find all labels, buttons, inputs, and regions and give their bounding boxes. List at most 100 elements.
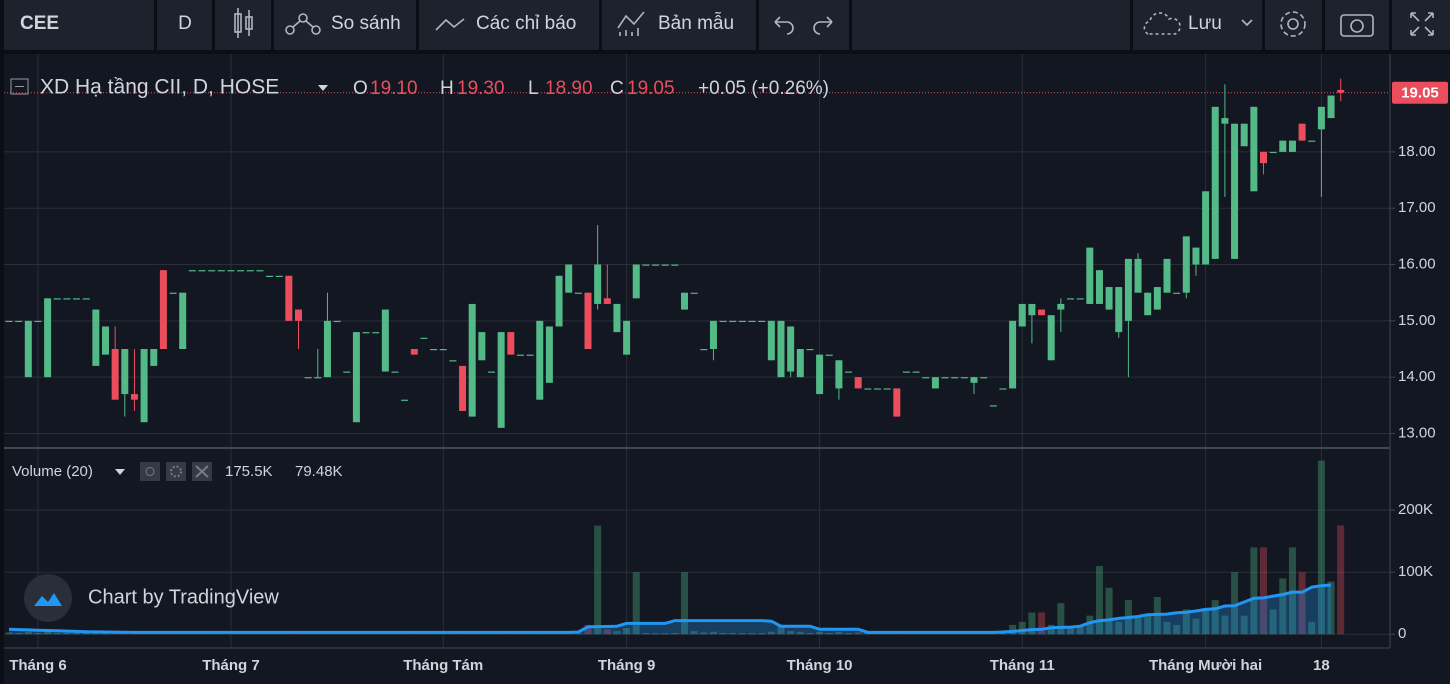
candle-body [150, 349, 158, 366]
title-dropdown[interactable] [318, 85, 328, 91]
volume-bar [845, 632, 853, 635]
candle-body [700, 349, 708, 351]
candle-body [73, 298, 81, 300]
candle-body [748, 320, 756, 323]
volume-bar [73, 632, 81, 635]
candle-body [1308, 140, 1316, 142]
settings-box[interactable] [1265, 0, 1322, 50]
chart-type-box[interactable] [215, 0, 271, 50]
candle-body [401, 399, 409, 401]
candle-body [1047, 315, 1055, 361]
indicators[interactable]: Các chỉ báo [476, 13, 576, 34]
candle-body [825, 354, 833, 356]
candle-body [24, 320, 32, 378]
candle-body [507, 332, 515, 355]
candle-body [111, 349, 119, 400]
candle-body [999, 388, 1007, 390]
indicators-box[interactable] [419, 0, 599, 50]
candle-body [613, 303, 621, 333]
x-tick-label: Tháng 11 [990, 657, 1055, 674]
candle-body [719, 320, 727, 323]
symbol[interactable]: CEE [20, 13, 59, 34]
volume-bar [53, 632, 61, 635]
volume-bar [748, 632, 756, 635]
volume-bar [690, 631, 698, 635]
compare-icon [285, 13, 321, 35]
undo-icon[interactable] [774, 16, 794, 35]
templates-box[interactable] [602, 0, 756, 50]
candle-body [266, 275, 274, 277]
candle-body [584, 292, 592, 349]
volume-bar [1173, 624, 1181, 635]
redo-icon[interactable] [813, 16, 833, 35]
volume-bar [1095, 565, 1103, 635]
volume-dropdown[interactable] [115, 469, 125, 475]
volume-bar [1018, 621, 1026, 635]
templates[interactable]: Bản mẫu [658, 12, 734, 34]
save[interactable]: Lưu [1188, 13, 1222, 34]
candle-body [430, 349, 438, 351]
candle-body [5, 320, 13, 323]
snapshot-box[interactable] [1325, 0, 1389, 50]
candle-body [545, 326, 553, 383]
x-tick-label: Tháng 9 [598, 657, 656, 674]
candle-body [44, 298, 52, 378]
gear-icon [170, 465, 182, 478]
templates-icon [617, 11, 645, 36]
ohlc-value: 19.05 [627, 78, 675, 99]
interval[interactable]: D [178, 13, 192, 34]
ma-line [8, 583, 1332, 634]
candle-body [989, 405, 997, 407]
candle-body [652, 264, 660, 266]
volume-bar [652, 632, 660, 635]
save-box[interactable] [1133, 0, 1262, 50]
candle-body [623, 320, 631, 355]
ohlc-key: H [440, 78, 454, 99]
volume-bar [729, 632, 737, 635]
volume-bar [1115, 621, 1123, 635]
volume-bar [82, 632, 90, 635]
volume-bar [1269, 609, 1277, 635]
save-dropdown[interactable] [1241, 19, 1253, 27]
candle-body [681, 292, 688, 310]
interval-box[interactable] [157, 0, 212, 50]
candle-body [845, 371, 853, 373]
y-tick-label: 18.00 [1398, 143, 1436, 160]
candle-body [439, 349, 447, 351]
volume-bar [1250, 547, 1258, 635]
compare[interactable]: So sánh [331, 13, 401, 34]
watermark[interactable]: Chart by TradingView [88, 586, 279, 608]
volume-bar [584, 624, 592, 635]
x-tick-label: Tháng 7 [202, 657, 260, 674]
candle-body [488, 371, 495, 373]
x-tick-label: Tháng Tám [403, 657, 483, 674]
fullscreen-box[interactable] [1392, 0, 1450, 50]
compare-box[interactable] [274, 0, 416, 50]
candle-body [352, 332, 360, 423]
volume-title: Volume (20) [12, 463, 93, 480]
candle-body [767, 320, 775, 361]
camera-icon [1340, 14, 1374, 37]
candle-body [1057, 303, 1065, 310]
candle-body [709, 320, 717, 349]
last-price-tag [1392, 81, 1448, 104]
volume-bar [1221, 615, 1229, 635]
undo-redo-box[interactable] [759, 0, 849, 50]
settings-button[interactable] [166, 462, 186, 481]
volume-bar [777, 624, 785, 635]
volume-bar [1047, 624, 1055, 635]
candle-body [816, 354, 824, 395]
collapse-icon[interactable] [10, 78, 29, 95]
fullscreen-icon [1410, 12, 1434, 36]
candle-body [314, 377, 322, 379]
candle-body [1173, 292, 1181, 294]
marks [4, 78, 1390, 635]
symbol-box[interactable] [4, 0, 154, 50]
volume-bar [632, 572, 640, 635]
candle-body [1288, 140, 1296, 152]
change: +0.05 (+0.26%) [698, 78, 829, 99]
tv-logo-mark [34, 593, 62, 606]
candle-body [256, 270, 264, 272]
candle-body [478, 332, 486, 361]
eye-button[interactable] [140, 462, 160, 481]
